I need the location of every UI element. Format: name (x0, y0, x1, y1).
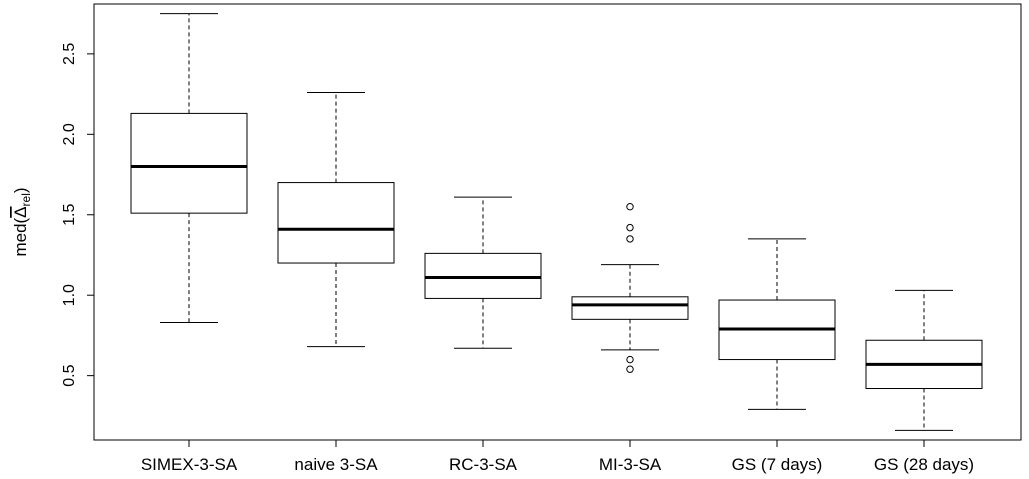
box-4 (718, 238, 836, 410)
box-0 (130, 13, 248, 324)
y-axis-label-symbol: Δ (11, 206, 30, 217)
y-axis-label-subscript: rel (19, 193, 33, 206)
y-axis-label: med(Δrel) (11, 187, 33, 256)
x-tick-label: naive 3-SA (294, 455, 378, 474)
outlier-point (626, 203, 634, 211)
box-5 (865, 289, 983, 431)
x-tick-label: SIMEX-3-SA (141, 455, 238, 474)
x-tick-label: MI-3-SA (599, 455, 662, 474)
x-tick-label: RC-3-SA (449, 455, 518, 474)
x-tick-label: GS (28 days) (874, 455, 974, 474)
y-tick-label: 1.0 (61, 284, 78, 306)
x-tick-label: GS (7 days) (732, 455, 823, 474)
plot-frame (93, 3, 1022, 441)
box-iqr (571, 296, 689, 320)
outlier-point (626, 223, 634, 232)
outlier-point (626, 365, 634, 373)
box-iqr (130, 112, 248, 214)
box-2 (424, 196, 542, 349)
outlier-point (626, 235, 634, 243)
y-axis: 0.5 1.0 1.5 2.0 2.5 (61, 43, 94, 387)
y-axis-label-group: med(Δrel) (11, 187, 33, 256)
box-3 (571, 203, 689, 373)
y-tick-label: 0.5 (61, 364, 78, 386)
y-tick-label: 1.5 (61, 204, 78, 226)
boxes-layer (130, 13, 983, 431)
x-axis: SIMEX-3-SA naive 3-SA RC-3-SA MI-3-SA GS (7 … (141, 440, 974, 474)
y-tick-label: 2.0 (61, 123, 78, 145)
box-iqr (424, 252, 542, 299)
box-1 (277, 91, 395, 348)
box-iqr (277, 182, 395, 264)
outlier-point (626, 355, 634, 364)
y-tick-label: 2.5 (61, 43, 78, 65)
